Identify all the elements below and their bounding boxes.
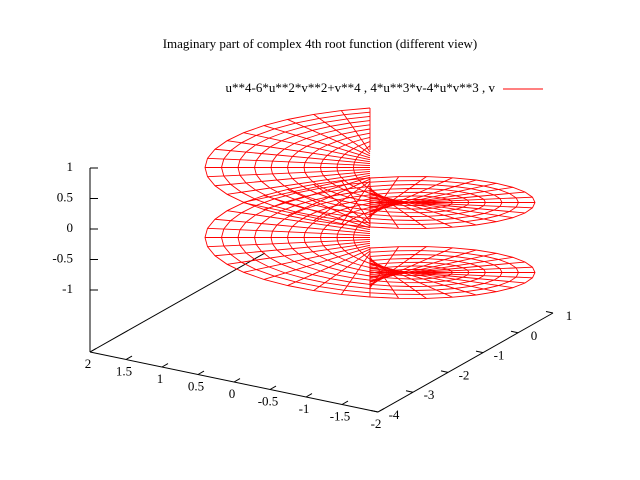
- surface-mesh: [263, 246, 371, 280]
- y-tick-label: 0: [531, 328, 538, 343]
- y-tick: [440, 370, 449, 373]
- x-tick: [89, 348, 97, 353]
- surface-mesh: [287, 119, 371, 157]
- x-tick-label: -2: [371, 416, 382, 431]
- y-tick: [545, 311, 554, 314]
- surface-mesh: [369, 246, 400, 289]
- surface-mesh: [369, 266, 533, 275]
- surface-mesh: [369, 264, 497, 293]
- surface-mesh: [369, 247, 453, 285]
- surface-mesh: [243, 132, 371, 161]
- z-tick-label: 0.5: [57, 189, 73, 204]
- x-tick-label: 1.5: [116, 363, 132, 378]
- surface-mesh: [214, 148, 371, 165]
- z-tick-label: 1: [67, 159, 74, 174]
- surface-mesh: [207, 227, 371, 237]
- surface-mesh: [369, 194, 497, 223]
- surface-mesh: [340, 180, 371, 223]
- y-tick: [370, 410, 379, 413]
- surface-mesh: [369, 246, 427, 287]
- x-tick-label: 1: [157, 371, 164, 386]
- surface-mesh: [369, 198, 526, 214]
- y-tick: [510, 330, 519, 334]
- surface-mesh: [313, 250, 371, 291]
- y-tick: [475, 350, 484, 354]
- surface-mesh: [243, 174, 371, 203]
- surface-mesh: [313, 180, 371, 221]
- z-tick-label: 0: [67, 220, 74, 235]
- y-tick-label: -3: [424, 387, 435, 402]
- x-tick: [377, 408, 385, 413]
- x-tick: [233, 378, 241, 383]
- y-tick-label: -1: [494, 348, 505, 363]
- x-tick-label: -0.5: [258, 393, 279, 408]
- surface-mesh: [340, 252, 371, 295]
- y-tick-label: -2: [459, 367, 470, 382]
- y-tick-label: 1: [566, 308, 573, 323]
- surface-mesh: [214, 170, 371, 187]
- y-axis: [377, 312, 554, 413]
- x-tick: [269, 385, 277, 390]
- surface-mesh: [313, 184, 371, 225]
- surface-mesh: [227, 140, 371, 163]
- x-tick-label: 0: [229, 386, 236, 401]
- surface-mesh: [243, 244, 371, 273]
- x-tick: [341, 400, 349, 405]
- x-tick: [161, 363, 169, 368]
- surface-mesh: [214, 218, 371, 235]
- surface-mesh: [263, 195, 371, 229]
- surface-mesh: [313, 114, 371, 155]
- surface-mesh: [369, 196, 513, 219]
- surface-mesh: [287, 248, 371, 286]
- legend-label: u**4-6*u**2*v**2+v**4 , 4*u**3*v-4*u*v**…: [226, 80, 496, 95]
- surface-mesh: [207, 157, 371, 167]
- z-tick-label: -1: [62, 281, 73, 296]
- surface-mesh: [369, 268, 526, 284]
- surface-mesh: [263, 176, 371, 210]
- x-tick-label: 2: [85, 356, 92, 371]
- z-tick-label: -0.5: [52, 250, 73, 265]
- surface-mesh: [340, 110, 371, 153]
- surface-mesh: [369, 176, 427, 217]
- surface-mesh: [287, 189, 371, 227]
- surface-mesh: [369, 266, 513, 289]
- x-tick-label: 0.5: [188, 378, 204, 393]
- surface-mesh: [207, 168, 371, 178]
- surface-mesh: [340, 182, 371, 225]
- x-tick: [305, 393, 313, 398]
- surface-mesh: [263, 125, 371, 159]
- surface-mesh: [243, 202, 371, 231]
- surface-mesh: [227, 210, 371, 233]
- surface-mesh: [369, 176, 400, 219]
- chart-title: Imaginary part of complex 4th root funct…: [163, 36, 478, 51]
- surface-mesh: [227, 172, 371, 195]
- y-tick-label: -4: [389, 407, 400, 422]
- x-tick-label: -1.5: [330, 408, 351, 423]
- surface-mesh: [287, 178, 371, 216]
- base-edge: [89, 252, 266, 353]
- surface-mesh: [207, 238, 371, 248]
- surface-mesh: [227, 242, 371, 265]
- y-tick: [405, 390, 414, 393]
- surface-mesh: [369, 177, 453, 215]
- surface-mesh: [214, 240, 371, 257]
- x-tick: [125, 355, 133, 360]
- surface-mesh: [369, 196, 533, 205]
- x-tick: [197, 370, 205, 375]
- x-tick-label: -1: [299, 401, 310, 416]
